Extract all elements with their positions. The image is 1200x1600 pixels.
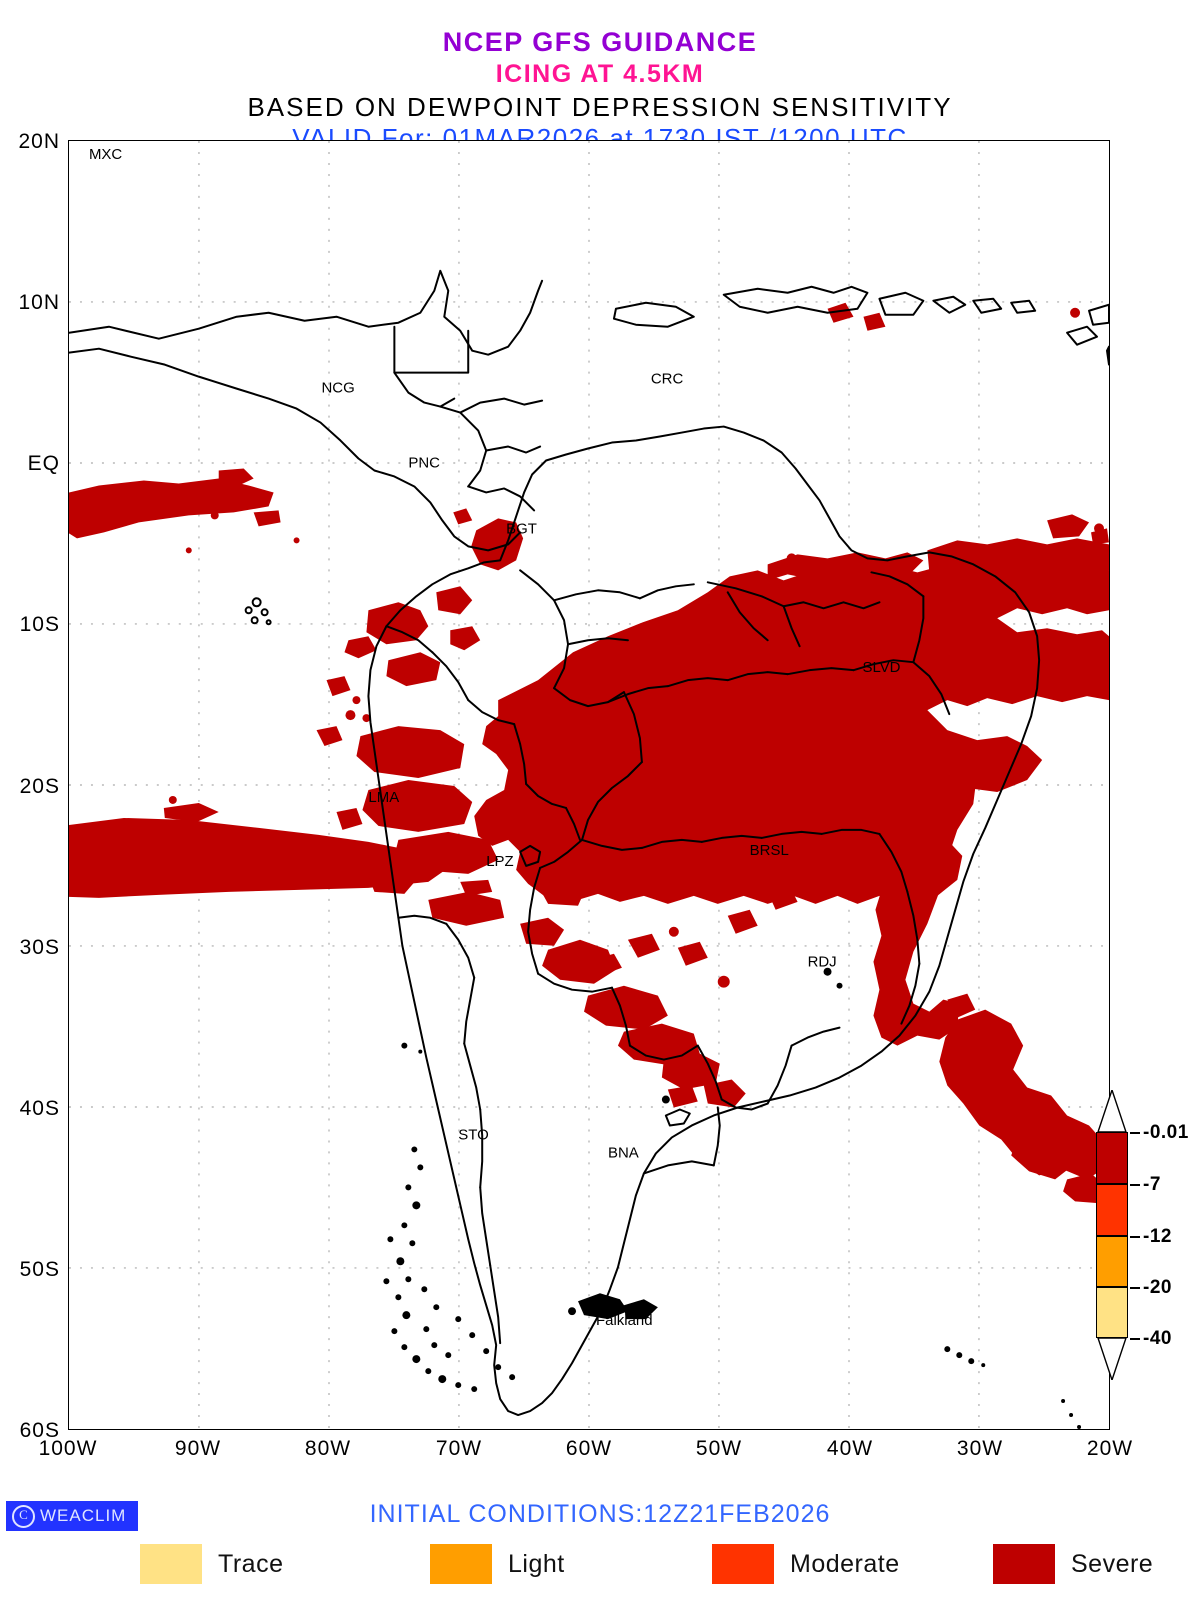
colorbar-tick-3: -20 xyxy=(1130,1277,1172,1299)
y-tick-50s: 50S xyxy=(19,1258,60,1281)
legend-label-moderate: Moderate xyxy=(790,1549,900,1578)
city-label-ncg: NCG xyxy=(322,380,355,397)
legend-item-light[interactable]: Light xyxy=(430,1544,565,1584)
weaclim-label: WEACLIM xyxy=(40,1506,127,1525)
city-label-pnc: PNC xyxy=(408,454,440,471)
legend-swatch-trace xyxy=(140,1544,202,1584)
city-label-rdj: RDJ xyxy=(808,954,837,971)
title-method: BASED ON DEWPOINT DEPRESSION SENSITIVITY xyxy=(247,92,953,122)
colorbar-band-moderate xyxy=(1096,1184,1128,1236)
city-label-bgt: BGT xyxy=(506,520,537,537)
legend-item-severe[interactable]: Severe xyxy=(993,1544,1153,1584)
x-tick-30w: 30W xyxy=(956,1437,1004,1460)
colorbar-tick-4: -40 xyxy=(1130,1328,1172,1350)
x-tick-70w: 70W xyxy=(435,1437,483,1460)
legend-label-light: Light xyxy=(508,1549,565,1578)
y-tick-20s: 20S xyxy=(19,775,60,798)
x-tick-100w: 100W xyxy=(38,1437,98,1460)
colorbar-band-trace xyxy=(1096,1287,1128,1338)
colorbar-tick-0: -0.01 xyxy=(1130,1122,1189,1144)
x-tick-90w: 90W xyxy=(174,1437,222,1460)
legend-label-trace: Trace xyxy=(218,1549,284,1578)
title-agency: NCEP GFS GUIDANCE xyxy=(442,27,758,57)
copyright-icon: C xyxy=(12,1504,35,1528)
weaclim-logo[interactable]: C WEACLIM xyxy=(6,1501,138,1531)
map-canvas: MXC NCG CRC PNC BGT LMA LPZ BRSL SLVD RD… xyxy=(69,141,1109,1429)
icing-shading-severe xyxy=(69,302,1109,1204)
legend-swatch-moderate xyxy=(712,1544,774,1584)
city-label-falkland: Falkland xyxy=(596,1312,653,1329)
y-tick-10s: 10S xyxy=(19,613,60,636)
x-tick-40w: 40W xyxy=(826,1437,874,1460)
y-tick-40s: 40S xyxy=(19,1097,60,1120)
x-tick-20w: 20W xyxy=(1086,1437,1134,1460)
y-tick-eq: EQ xyxy=(27,452,60,475)
severity-legend: Trace Light Moderate Severe xyxy=(0,1544,1200,1590)
city-label-bna: BNA xyxy=(608,1144,639,1161)
city-label-sto: STO xyxy=(458,1126,489,1143)
initial-conditions-text: INITIAL CONDITIONS:12Z21FEB2026 xyxy=(369,1500,831,1528)
city-label-mxc: MXC xyxy=(89,146,122,163)
city-labels: MXC NCG CRC PNC BGT LMA LPZ BRSL SLVD RD… xyxy=(89,146,901,1329)
city-label-lpz: LPZ xyxy=(486,853,513,870)
coastlines-and-borders xyxy=(69,269,1109,1429)
x-tick-50w: 50W xyxy=(695,1437,743,1460)
legend-swatch-light xyxy=(430,1544,492,1584)
city-label-lma: LMA xyxy=(368,789,399,806)
colorbar[interactable]: -0.01 -7 -12 -20 -40 xyxy=(1096,1090,1188,1380)
colorbar-tick-1: -7 xyxy=(1130,1174,1161,1196)
x-tick-80w: 80W xyxy=(304,1437,352,1460)
colorbar-tick-2: -12 xyxy=(1130,1226,1172,1248)
colorbar-band-light xyxy=(1096,1236,1128,1287)
legend-swatch-severe xyxy=(993,1544,1055,1584)
title-product: ICING AT 4.5KM xyxy=(495,60,705,88)
y-tick-60s: 60S xyxy=(19,1419,60,1442)
y-tick-10n: 10N xyxy=(18,291,60,314)
colorbar-band-severe xyxy=(1096,1132,1128,1184)
city-label-slvd: SLVD xyxy=(862,659,900,676)
legend-label-severe: Severe xyxy=(1071,1549,1154,1578)
x-tick-60w: 60W xyxy=(565,1437,613,1460)
y-tick-20n: 20N xyxy=(18,130,60,153)
title-block: NCEP GFS GUIDANCE ICING AT 4.5KM BASED O… xyxy=(0,0,1200,152)
city-label-crc: CRC xyxy=(651,371,684,388)
legend-item-trace[interactable]: Trace xyxy=(140,1544,283,1584)
y-tick-30s: 30S xyxy=(19,936,60,959)
city-label-brsl: BRSL xyxy=(750,842,789,859)
map-plot-area[interactable]: MXC NCG CRC PNC BGT LMA LPZ BRSL SLVD RD… xyxy=(68,140,1110,1430)
legend-item-moderate[interactable]: Moderate xyxy=(712,1544,900,1584)
